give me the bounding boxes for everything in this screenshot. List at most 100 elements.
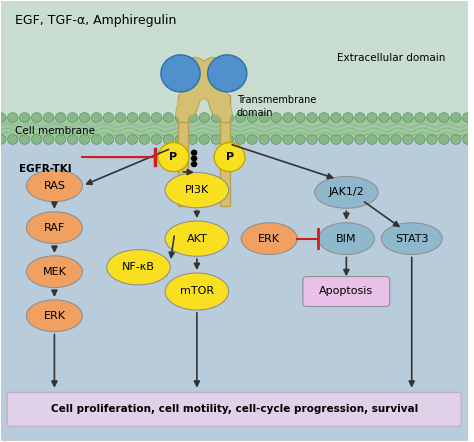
Ellipse shape [107, 250, 170, 285]
Text: RAS: RAS [44, 181, 65, 191]
Circle shape [295, 113, 305, 122]
Circle shape [259, 135, 269, 145]
Ellipse shape [27, 212, 82, 244]
Circle shape [319, 113, 329, 122]
Circle shape [199, 113, 210, 122]
Text: RAF: RAF [44, 223, 65, 232]
Circle shape [307, 113, 317, 122]
Circle shape [163, 135, 173, 145]
Circle shape [91, 135, 101, 145]
Ellipse shape [27, 300, 82, 332]
Circle shape [175, 135, 185, 145]
Circle shape [175, 113, 185, 122]
Circle shape [151, 113, 162, 122]
Circle shape [19, 135, 30, 145]
Text: Apoptosis: Apoptosis [319, 286, 374, 297]
Ellipse shape [27, 256, 82, 288]
Ellipse shape [165, 221, 228, 256]
Circle shape [271, 113, 281, 122]
Circle shape [355, 113, 365, 122]
Circle shape [67, 113, 78, 122]
FancyBboxPatch shape [7, 392, 461, 427]
Circle shape [55, 113, 66, 122]
Circle shape [115, 113, 126, 122]
Text: Extracellular domain: Extracellular domain [337, 53, 446, 63]
Ellipse shape [382, 223, 442, 255]
Circle shape [191, 150, 197, 156]
Text: EGFR-TKI: EGFR-TKI [19, 164, 72, 174]
Circle shape [161, 55, 200, 92]
Text: AKT: AKT [186, 234, 207, 244]
Text: ERK: ERK [258, 234, 280, 244]
Circle shape [79, 135, 90, 145]
Ellipse shape [165, 172, 228, 208]
Circle shape [451, 113, 461, 122]
Circle shape [379, 113, 389, 122]
Circle shape [128, 113, 137, 122]
Circle shape [91, 113, 101, 122]
Text: STAT3: STAT3 [395, 234, 428, 244]
Circle shape [415, 135, 425, 145]
Ellipse shape [241, 223, 297, 255]
Text: P: P [226, 152, 234, 162]
Circle shape [403, 113, 413, 122]
Bar [220, 113, 230, 122]
FancyBboxPatch shape [303, 277, 390, 306]
Circle shape [271, 135, 281, 145]
Bar [0, 140, 468, 441]
Circle shape [0, 135, 6, 145]
Text: P: P [170, 152, 178, 162]
Text: NF-κB: NF-κB [122, 262, 155, 272]
Circle shape [163, 113, 173, 122]
Text: MEK: MEK [43, 267, 66, 277]
Circle shape [367, 113, 377, 122]
Circle shape [187, 113, 198, 122]
Circle shape [214, 143, 245, 171]
Circle shape [31, 135, 42, 145]
Circle shape [211, 113, 221, 122]
Ellipse shape [27, 170, 82, 202]
Circle shape [158, 143, 189, 171]
Circle shape [31, 113, 42, 122]
Circle shape [379, 135, 389, 145]
Circle shape [391, 135, 401, 145]
Circle shape [463, 113, 473, 122]
Ellipse shape [319, 223, 374, 255]
Circle shape [79, 113, 90, 122]
Circle shape [403, 135, 413, 145]
Circle shape [8, 113, 18, 122]
Bar [178, 95, 188, 206]
Circle shape [187, 135, 198, 145]
Circle shape [319, 135, 329, 145]
Circle shape [427, 135, 437, 145]
Circle shape [367, 135, 377, 145]
Circle shape [191, 161, 197, 167]
Circle shape [247, 135, 257, 145]
Circle shape [211, 135, 221, 145]
Circle shape [439, 135, 449, 145]
Circle shape [151, 135, 162, 145]
Circle shape [343, 113, 353, 122]
Circle shape [451, 135, 461, 145]
Circle shape [139, 135, 150, 145]
Text: Transmembrane
domain: Transmembrane domain [237, 95, 316, 118]
Circle shape [208, 55, 247, 92]
Circle shape [128, 135, 137, 145]
Circle shape [191, 155, 197, 161]
Circle shape [331, 135, 341, 145]
Circle shape [295, 135, 305, 145]
Circle shape [139, 113, 150, 122]
Circle shape [415, 113, 425, 122]
Circle shape [283, 135, 293, 145]
Circle shape [55, 135, 66, 145]
Circle shape [463, 135, 473, 145]
Circle shape [44, 113, 54, 122]
Circle shape [307, 135, 317, 145]
Circle shape [103, 113, 114, 122]
Circle shape [115, 135, 126, 145]
Bar [0, 1, 468, 140]
Circle shape [8, 135, 18, 145]
Text: JAK1/2: JAK1/2 [328, 187, 364, 198]
Circle shape [283, 113, 293, 122]
Circle shape [19, 113, 30, 122]
